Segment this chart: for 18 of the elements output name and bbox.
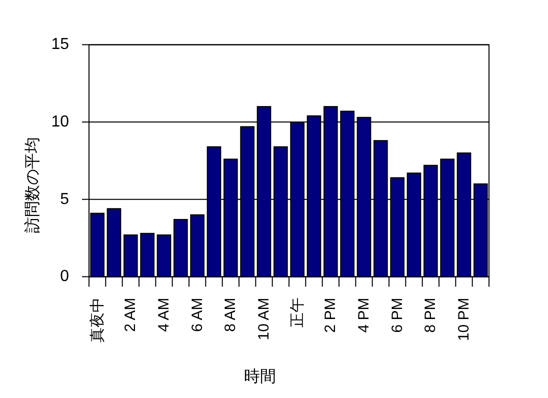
x-tick-label: 8 AM [222,298,240,332]
x-tick-label: 2 PM [322,298,340,333]
x-tick-label: 8 PM [422,298,440,333]
y-axis-title: 訪問数の平均 [24,137,42,233]
x-tick-label: 4 PM [356,298,372,333]
x-tick-label: 6 PM [388,298,406,333]
x-tick-label: 10 PM [456,298,472,342]
y-tick-label: 5 [60,190,70,208]
y-tick-label: 0 [60,268,70,286]
x-tick-label: 6 AM [188,298,206,332]
x-tick-label: 2 AM [122,298,140,332]
x-tick-label: 正午 [288,298,306,328]
x-tick-label: 4 AM [156,298,172,332]
x-axis-title: 時間 [244,368,276,386]
y-tick-label: 10 [51,114,70,131]
y-tick-label: 15 [51,36,70,54]
x-tick-label: 真夜中 [88,298,106,343]
x-tick-label: 10 AM [256,298,272,340]
